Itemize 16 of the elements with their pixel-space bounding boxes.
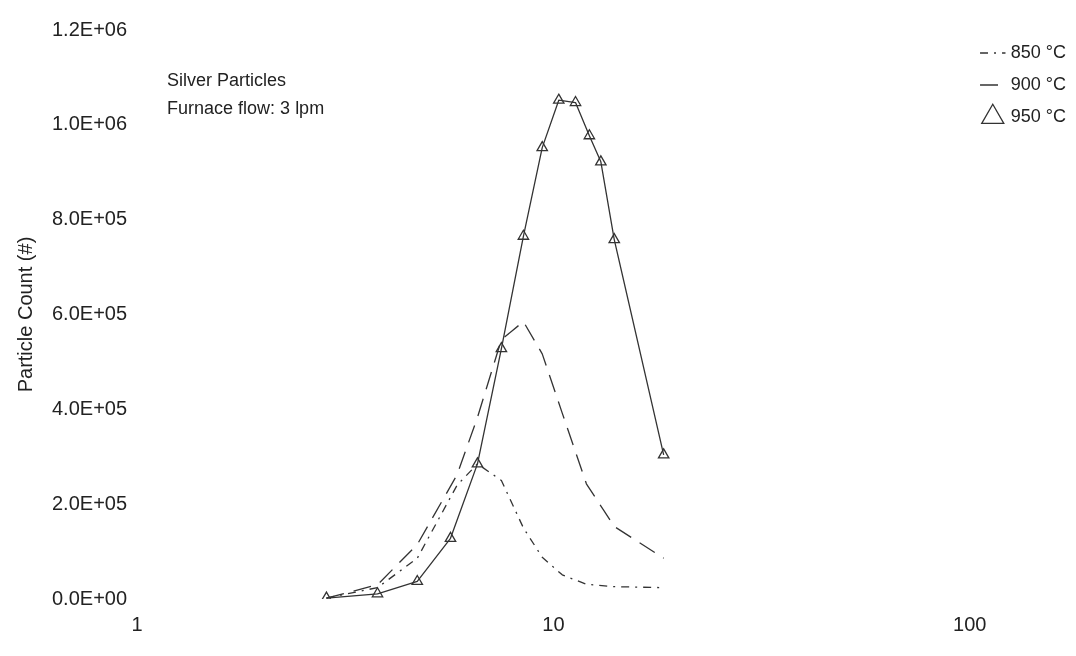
y-tick-label: 4.0E+05 bbox=[51, 396, 128, 419]
x-tick-label: 1 bbox=[131, 612, 143, 635]
annotation: Furnace flow: 3 lpm bbox=[167, 97, 325, 118]
y-tick-label: 1.2E+06 bbox=[51, 17, 128, 40]
legend-label: 950 °C bbox=[1010, 105, 1066, 126]
y-tick-label: 8.0E+05 bbox=[51, 207, 128, 230]
annotation: Silver Particles bbox=[167, 69, 287, 90]
x-tick-label: 100 bbox=[953, 612, 987, 635]
y-tick-label: 6.0E+05 bbox=[51, 302, 128, 325]
y-tick-label: 2.0E+05 bbox=[51, 491, 128, 514]
y-axis-title: Particle Count (#) bbox=[13, 236, 36, 393]
y-tick-label: 1.0E+06 bbox=[51, 112, 128, 135]
y-tick-label: 0.0E+00 bbox=[51, 586, 128, 609]
legend-label: 850 °C bbox=[1010, 41, 1066, 62]
x-tick-label: 10 bbox=[542, 612, 565, 635]
legend-label: 900 °C bbox=[1010, 73, 1066, 94]
